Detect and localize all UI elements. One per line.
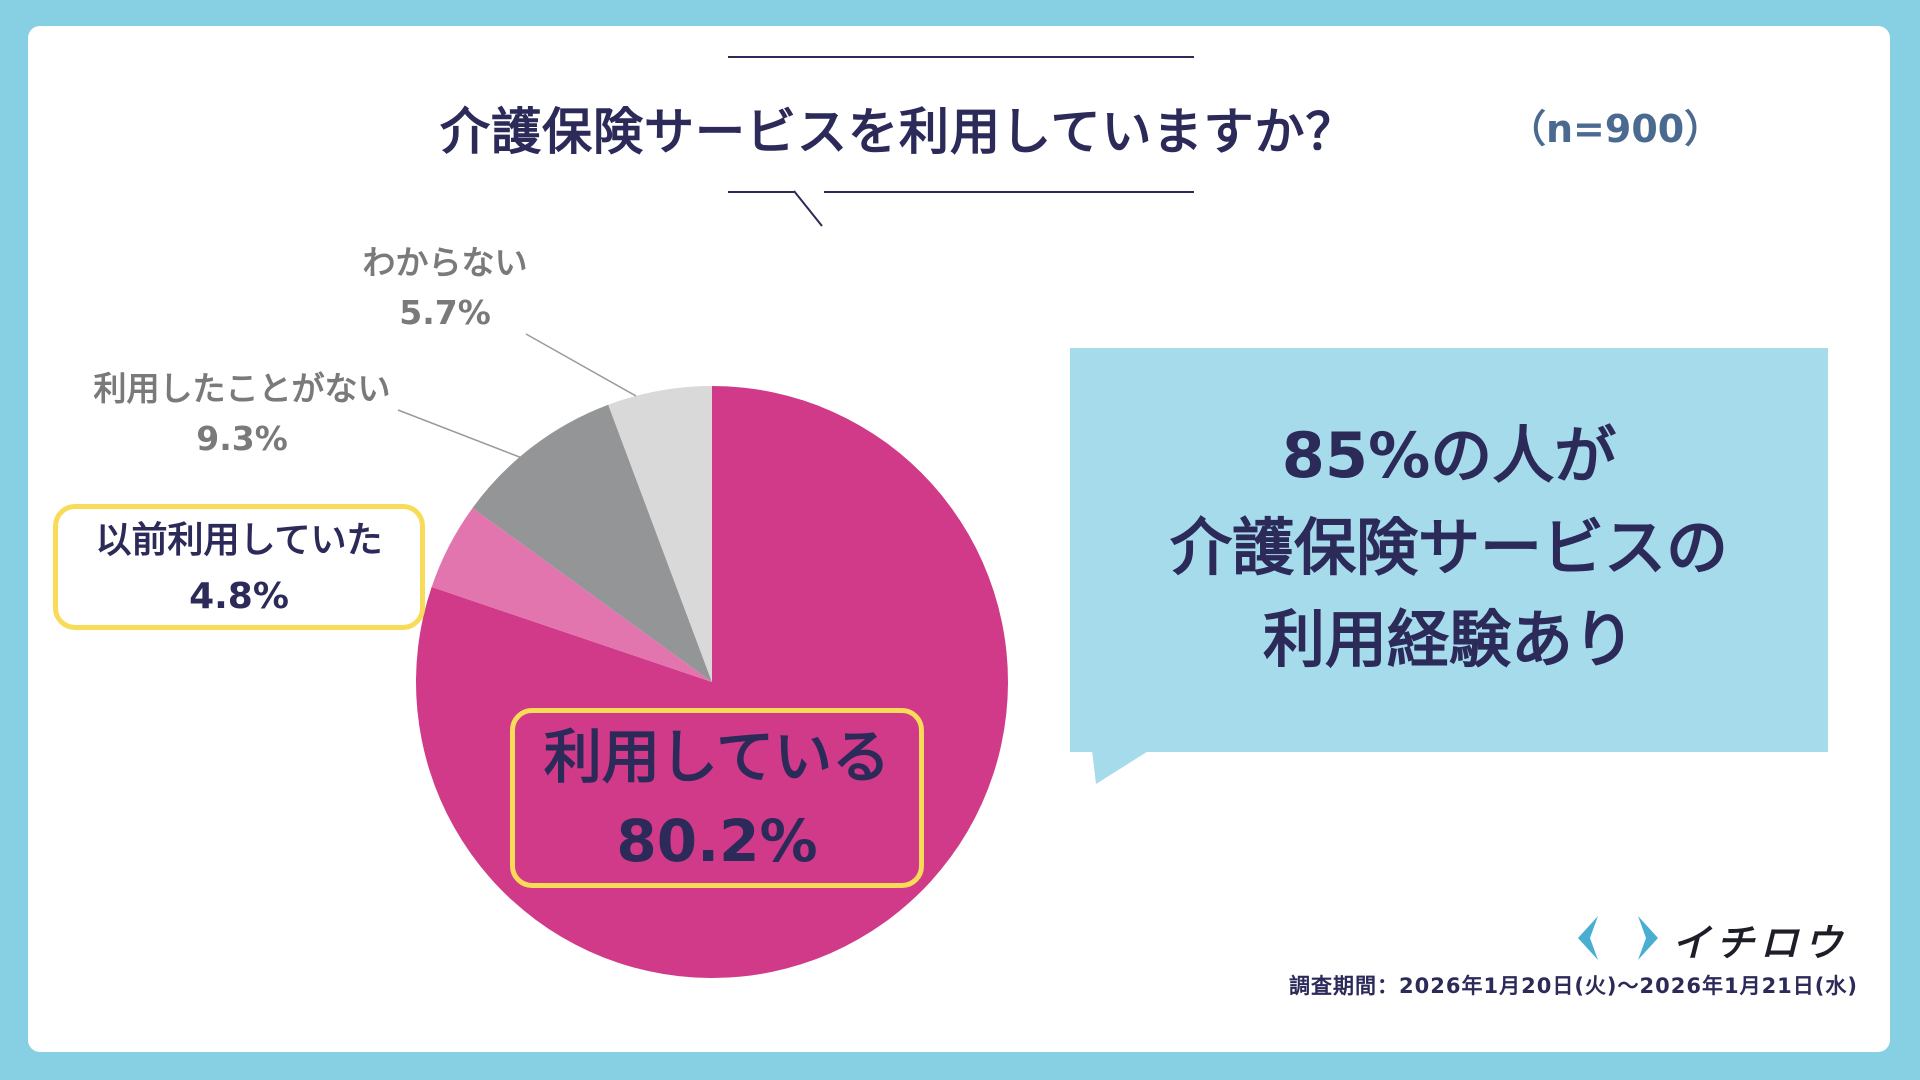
label-currently-using-value: 80.2% — [616, 807, 818, 875]
slice-currently-using — [415, 386, 1009, 979]
title-bottom-line-right — [824, 191, 1194, 193]
title-bottom-line-left — [728, 191, 794, 193]
summary-line-2: 介護保険サービスの — [1169, 511, 1728, 584]
summary-line-3: 利用経験あり — [1262, 603, 1635, 676]
slice-unknown — [608, 386, 712, 682]
label-previously-used-value: 4.8% — [189, 576, 289, 617]
label-unknown: わからない 5.7% — [330, 238, 560, 338]
brand-logo-icon — [1578, 916, 1658, 960]
label-currently-using: 利用している 80.2% — [510, 708, 924, 888]
summary-line-1: 85%の人が — [1281, 419, 1617, 492]
label-unknown-name: わからない — [362, 243, 528, 282]
label-previously-used-name: 以前利用していた — [95, 520, 383, 561]
slice-previously-used — [431, 508, 712, 682]
slice-never-used — [472, 404, 712, 682]
callout-tail — [1092, 750, 1150, 784]
survey-period: 調査期間：2026年1月20日(火)〜2026年1月21日(水) — [1289, 974, 1858, 998]
title-tail-line — [793, 190, 823, 227]
label-never-used-name: 利用したことがない — [93, 369, 391, 408]
summary-callout — [1070, 348, 1828, 752]
title-top-line — [728, 56, 1194, 58]
leader-line-unknown — [525, 333, 637, 397]
label-previously-used: 以前利用していた 4.8% — [53, 504, 425, 630]
summary-callout-text: 85%の人が 介護保険サービスの 利用経験あり — [1070, 410, 1828, 686]
brand-name: イチロウ — [1672, 921, 1849, 965]
label-unknown-value: 5.7% — [399, 293, 491, 332]
label-never-used: 利用したことがない 9.3% — [70, 364, 414, 464]
label-currently-using-name: 利用している — [543, 723, 891, 791]
chart-title: 介護保険サービスを利用していますか？ — [440, 103, 1357, 161]
label-never-used-value: 9.3% — [196, 419, 288, 458]
sample-size: （n=900） — [1508, 107, 1723, 151]
leader-line-never — [397, 409, 523, 459]
